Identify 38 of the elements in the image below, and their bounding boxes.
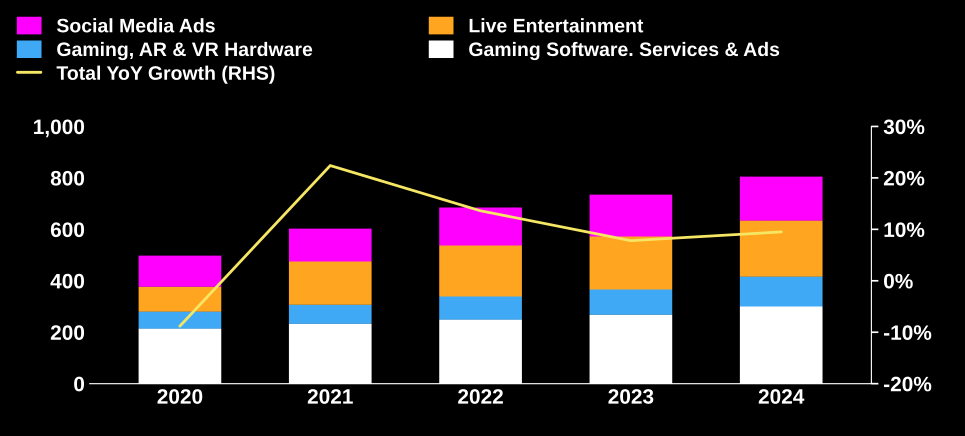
- line-series: [178, 164, 783, 328]
- bar: [590, 290, 672, 315]
- x-tick-label: 2021: [308, 389, 353, 404]
- y-tick-label: 800: [50, 170, 84, 186]
- legend-label: Gaming Software. Services & Ads: [469, 42, 780, 60]
- y-tick-label: 400: [50, 274, 84, 289]
- legend-label: Gaming, AR & VR Hardware: [57, 42, 312, 60]
- y2-tick-label: 0%: [884, 274, 913, 289]
- y-tick-label: 0: [74, 376, 84, 392]
- x-tick-label: 2020: [157, 389, 202, 404]
- legend-label: Live Entertainment: [470, 18, 644, 32]
- y2-tick-label: 30%: [884, 119, 924, 134]
- y-tick-label: 600: [50, 222, 84, 238]
- y-tick-label: 200: [50, 325, 84, 340]
- bar: [138, 256, 222, 287]
- y-tick-label: 1,000: [34, 119, 84, 138]
- x-tick-label: 2022: [458, 389, 503, 404]
- bar: [288, 228, 372, 262]
- bar: [288, 261, 372, 305]
- y2-tick-label: 10%: [884, 222, 924, 238]
- bar: [740, 276, 823, 307]
- bar: [439, 246, 522, 296]
- bar: [740, 176, 823, 221]
- x-tick-label: 2024: [758, 389, 804, 404]
- legend-label: Social Media Ads: [56, 18, 215, 32]
- bar: [590, 194, 672, 237]
- bar: [590, 236, 672, 290]
- y2-tick-label: 20%: [884, 170, 924, 186]
- bar: [138, 312, 222, 329]
- legend-label: Total YoY Growth (RHS): [56, 66, 274, 84]
- bar: [439, 296, 522, 320]
- bar: [439, 207, 522, 246]
- bar: [138, 286, 222, 312]
- y2-tick-label: -10%: [884, 325, 932, 340]
- bar: [740, 220, 823, 277]
- bar: [288, 304, 372, 324]
- y2-tick-label: -20%: [884, 376, 932, 392]
- x-tick-label: 2023: [608, 389, 654, 404]
